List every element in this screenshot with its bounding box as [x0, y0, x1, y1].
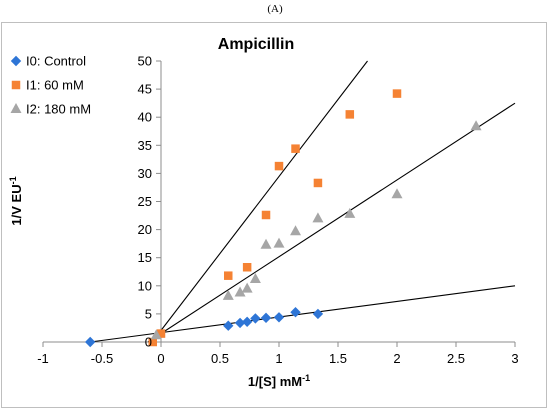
y-axis-title-superscript: -1 — [8, 176, 18, 184]
legend-label: I0: Control — [26, 54, 86, 69]
x-tick-label: 1 — [275, 351, 282, 366]
legend-marker-triangle — [10, 103, 22, 113]
y-tick-label: 30 — [138, 166, 152, 181]
panel-label: (A) — [267, 3, 283, 15]
y-tick-label: 25 — [138, 194, 152, 209]
x-tick-label: -1 — [37, 351, 49, 366]
data-point-triangle — [222, 289, 234, 300]
data-point-square — [345, 110, 355, 119]
y-tick-label: 20 — [138, 222, 152, 237]
data-point-triangle — [470, 120, 482, 131]
data-point-triangle — [290, 225, 302, 236]
x-tick-label: 1.5 — [329, 351, 347, 366]
data-point-square — [313, 178, 323, 188]
data-point-triangle — [391, 188, 403, 199]
axes — [42, 60, 516, 347]
data-point-triangle — [260, 238, 272, 249]
data-point-diamond — [85, 336, 96, 348]
legend-label: I2: 180 mM — [26, 102, 91, 117]
data-point-diamond — [234, 317, 246, 329]
data-point-diamond — [290, 307, 301, 318]
data-point-triangle — [150, 329, 162, 340]
y-tick-label: 10 — [138, 278, 152, 293]
y-tick-label: 15 — [138, 250, 152, 265]
data-point-square — [148, 337, 157, 347]
data-point-square — [242, 263, 252, 272]
data-point-diamond — [273, 312, 285, 323]
data-point-square — [392, 89, 402, 98]
data-point-diamond — [250, 313, 261, 324]
trendlines — [90, 60, 516, 343]
data-point-diamond — [223, 320, 234, 331]
chart-title: Ampicillin — [218, 36, 294, 53]
data-point-triangle — [344, 207, 356, 218]
data-point-triangle — [312, 212, 324, 223]
y-axis-title: 1/V EU-1 — [8, 176, 24, 225]
trendline — [151, 60, 368, 343]
legend-marker-square — [11, 80, 21, 90]
x-tick-label: 0 — [157, 351, 164, 366]
data-point-square — [224, 271, 233, 280]
x-axis-title-superscript: -1 — [302, 373, 310, 383]
x-tick-label: 3 — [511, 351, 518, 366]
data-point-diamond — [241, 316, 253, 327]
x-tick-label: -0.5 — [91, 351, 113, 366]
data-point-square — [274, 161, 284, 171]
data-point-square — [291, 144, 300, 153]
legend-marker-diamond — [10, 55, 22, 67]
data-point-triangle — [249, 273, 261, 284]
trendline — [147, 102, 516, 343]
y-tick-label: 5 — [145, 306, 152, 321]
data-point-diamond — [312, 308, 324, 320]
y-tick-label: 45 — [138, 82, 152, 97]
data-point-square — [156, 329, 166, 338]
data-point-triangle — [241, 282, 253, 293]
y-tick-label: 50 — [138, 54, 152, 69]
x-axis-title-text: 1/[S] mM — [248, 374, 302, 389]
x-tick-label: 2 — [393, 351, 400, 366]
y-tick-label: 0 — [145, 335, 152, 350]
data-point-triangle — [234, 286, 246, 297]
y-tick-label: 40 — [138, 110, 152, 125]
x-tick-label: 2.5 — [447, 351, 465, 366]
y-axis-title-text: 1/V EU — [9, 184, 24, 225]
legend-label: I1: 60 mM — [26, 78, 84, 93]
chart-frame — [1, 22, 547, 408]
data-point-square — [261, 210, 271, 220]
x-tick-label: 0.5 — [211, 351, 229, 366]
x-axis-title: 1/[S] mM-1 — [248, 373, 310, 389]
y-tick-label: 35 — [138, 138, 152, 153]
data-point-diamond — [260, 312, 272, 324]
data-point-triangle — [273, 237, 285, 248]
data-points — [85, 89, 482, 348]
legend: I0: Control I1: 60 mM I2: 180 mM — [10, 54, 91, 117]
